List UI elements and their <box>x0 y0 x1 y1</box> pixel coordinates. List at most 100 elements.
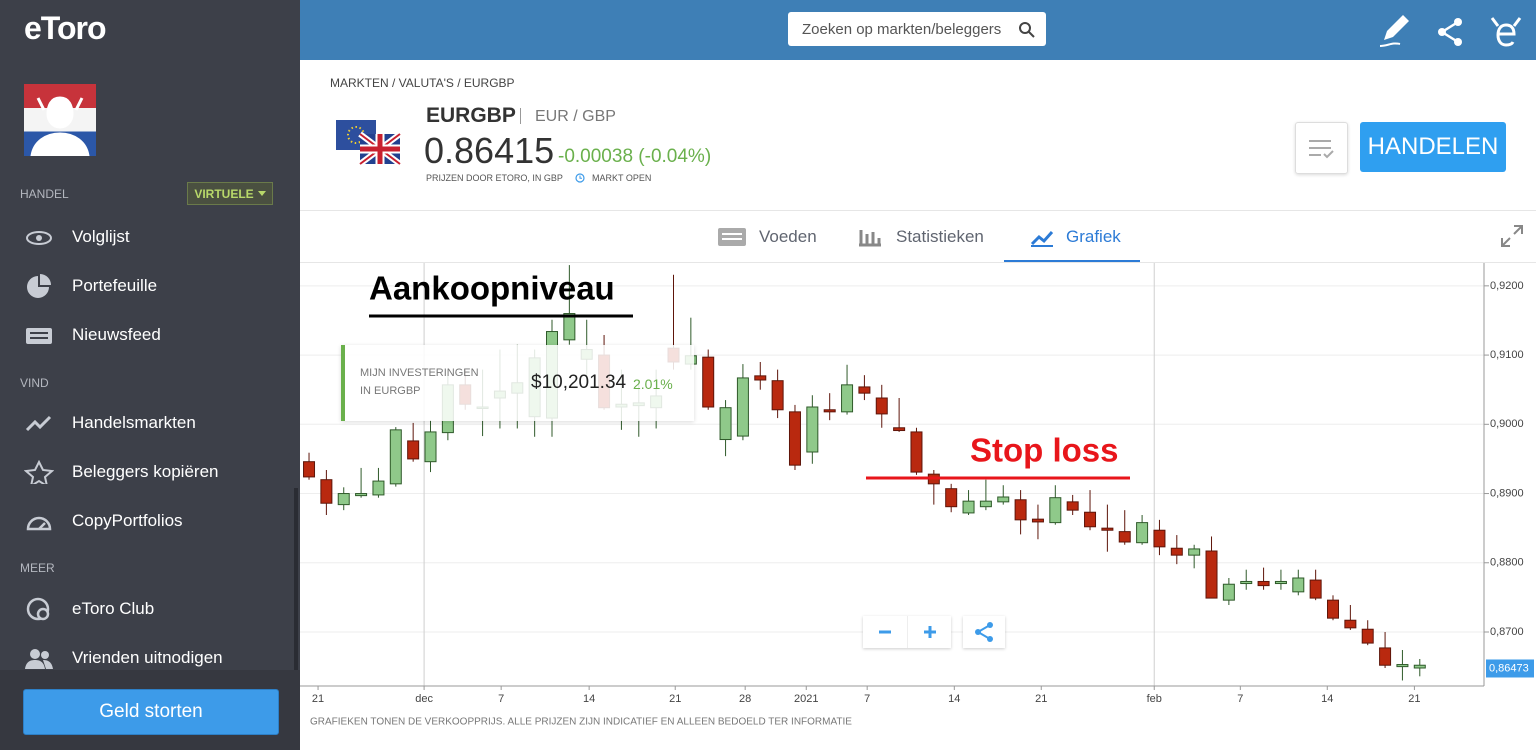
currency-flags <box>336 120 402 167</box>
tab-label: Statistieken <box>896 227 984 246</box>
price-change: -0.00038 (-0.04%) <box>558 146 712 167</box>
x-tick-label: feb <box>1147 693 1162 705</box>
candle-body <box>1413 664 1426 669</box>
chart-share-button[interactable] <box>963 616 1005 648</box>
y-tick-label: 0,8900 <box>1490 487 1524 499</box>
nav-item[interactable]: Handelsmarkten <box>24 408 196 438</box>
watchlist-button[interactable] <box>1295 122 1348 174</box>
tab-active[interactable]: Grafiek <box>1030 222 1121 252</box>
candle-body <box>320 479 333 504</box>
pair: EUR / GBP <box>535 108 616 125</box>
candle-body <box>389 429 402 485</box>
y-tick-label: 0,9200 <box>1490 280 1524 292</box>
tab[interactable]: Voeden <box>717 222 817 252</box>
candle-body <box>1327 599 1340 619</box>
avatar[interactable] <box>24 84 96 158</box>
edit-icon[interactable] <box>1374 12 1414 48</box>
candle-body <box>997 496 1010 503</box>
nav-item[interactable]: CopyPortfolios <box>24 506 183 536</box>
investment-card[interactable]: MIJN INVESTERINGEN IN EURGBP $10,201.34 … <box>341 345 694 421</box>
nav-item[interactable]: Beleggers kopiëren <box>24 457 218 487</box>
price-source: PRIJZEN DOOR ETORO, IN GBP <box>426 173 563 183</box>
icon <box>26 328 52 344</box>
candle-body <box>1205 550 1218 599</box>
section-title: VIND <box>20 376 49 390</box>
candle-body <box>1170 547 1183 556</box>
top-bar: Zoeken op markten/beleggers <box>300 0 1536 60</box>
candle-body <box>1309 579 1322 599</box>
breadcrumb[interactable]: MARKTEN / VALUTA'S / EURGBP <box>330 76 515 90</box>
tab[interactable]: Statistieken <box>858 222 984 252</box>
nav-item[interactable]: Portefeuille <box>24 271 157 301</box>
symbol: EURGBP <box>426 104 516 127</box>
nav-item[interactable]: Nieuwsfeed <box>24 320 161 350</box>
nav-item[interactable]: Vrienden uitnodigen <box>24 643 223 673</box>
candle-body <box>910 431 923 473</box>
investment-label: MIJN INVESTERINGEN <box>360 367 479 379</box>
section-title: HANDEL <box>20 187 69 201</box>
candle-body <box>372 480 385 496</box>
candle-body <box>754 375 767 381</box>
nav-label: Nieuwsfeed <box>72 325 161 344</box>
brand-logo[interactable]: eToro <box>24 10 107 46</box>
etoro-icon[interactable] <box>1488 12 1524 48</box>
nav-label: Beleggers kopiëren <box>72 462 219 481</box>
icon <box>25 415 52 432</box>
trade-button[interactable]: HANDELEN <box>1360 122 1506 172</box>
zoom-in-button[interactable] <box>906 616 952 648</box>
candle-body <box>771 380 784 411</box>
nav-label: eToro Club <box>72 599 155 618</box>
y-tick-label: 0,8800 <box>1490 557 1524 569</box>
nav-item[interactable]: Volglijst <box>24 222 130 252</box>
candle-body <box>1274 580 1287 585</box>
last-price-label: 0,86473 <box>1489 662 1529 674</box>
tab-underline <box>1004 260 1140 263</box>
x-tick-label: 2021 <box>794 693 818 705</box>
x-tick-label: 28 <box>739 693 751 705</box>
expand-icon[interactable] <box>1500 224 1524 248</box>
divider <box>520 108 521 124</box>
share-icon[interactable] <box>1434 16 1466 48</box>
price: 0.86415 <box>424 130 555 171</box>
candle-body <box>337 493 350 506</box>
last-price-box <box>1486 659 1534 678</box>
candle-body <box>962 500 975 514</box>
separator <box>300 262 1536 263</box>
deposit-button[interactable]: Geld storten <box>23 689 279 735</box>
candle-body <box>788 411 801 466</box>
icon <box>25 649 53 669</box>
candle-body <box>1066 501 1079 511</box>
candle-body <box>823 409 836 413</box>
mode-badge[interactable]: VIRTUELE <box>187 182 273 205</box>
icon <box>26 231 52 245</box>
watchlist-icon <box>1309 140 1334 159</box>
candle-body <box>407 440 420 460</box>
x-tick-label: 14 <box>948 693 960 705</box>
scrollbar[interactable] <box>294 488 298 670</box>
nav-item[interactable]: eToro Club <box>24 594 154 624</box>
candle-body <box>1361 628 1374 644</box>
search-box[interactable]: Zoeken op markten/beleggers <box>788 12 1046 46</box>
x-tick-label: 21 <box>1408 693 1420 705</box>
tab-icon <box>1030 231 1054 247</box>
nav-label: Handelsmarkten <box>72 413 196 432</box>
candle-body <box>1031 518 1044 523</box>
separator <box>300 210 1536 211</box>
badge-text: VIRTUELE <box>194 186 254 201</box>
candle-body <box>1101 527 1114 531</box>
zoom-out-button[interactable] <box>863 616 907 648</box>
icon <box>26 516 52 531</box>
candle-body <box>736 377 749 437</box>
x-tick-label: 14 <box>583 693 595 705</box>
nav-label: Vrienden uitnodigen <box>72 648 223 667</box>
candle-body <box>875 397 888 415</box>
market-status: MARKT OPEN <box>592 173 652 183</box>
zoom-controls <box>863 616 951 648</box>
candle-body <box>1292 577 1305 593</box>
candle-body <box>719 407 732 441</box>
y-tick-label: 0,9100 <box>1490 349 1524 361</box>
candle-body <box>1153 529 1166 548</box>
icon <box>24 460 54 484</box>
share-icon <box>975 622 993 642</box>
